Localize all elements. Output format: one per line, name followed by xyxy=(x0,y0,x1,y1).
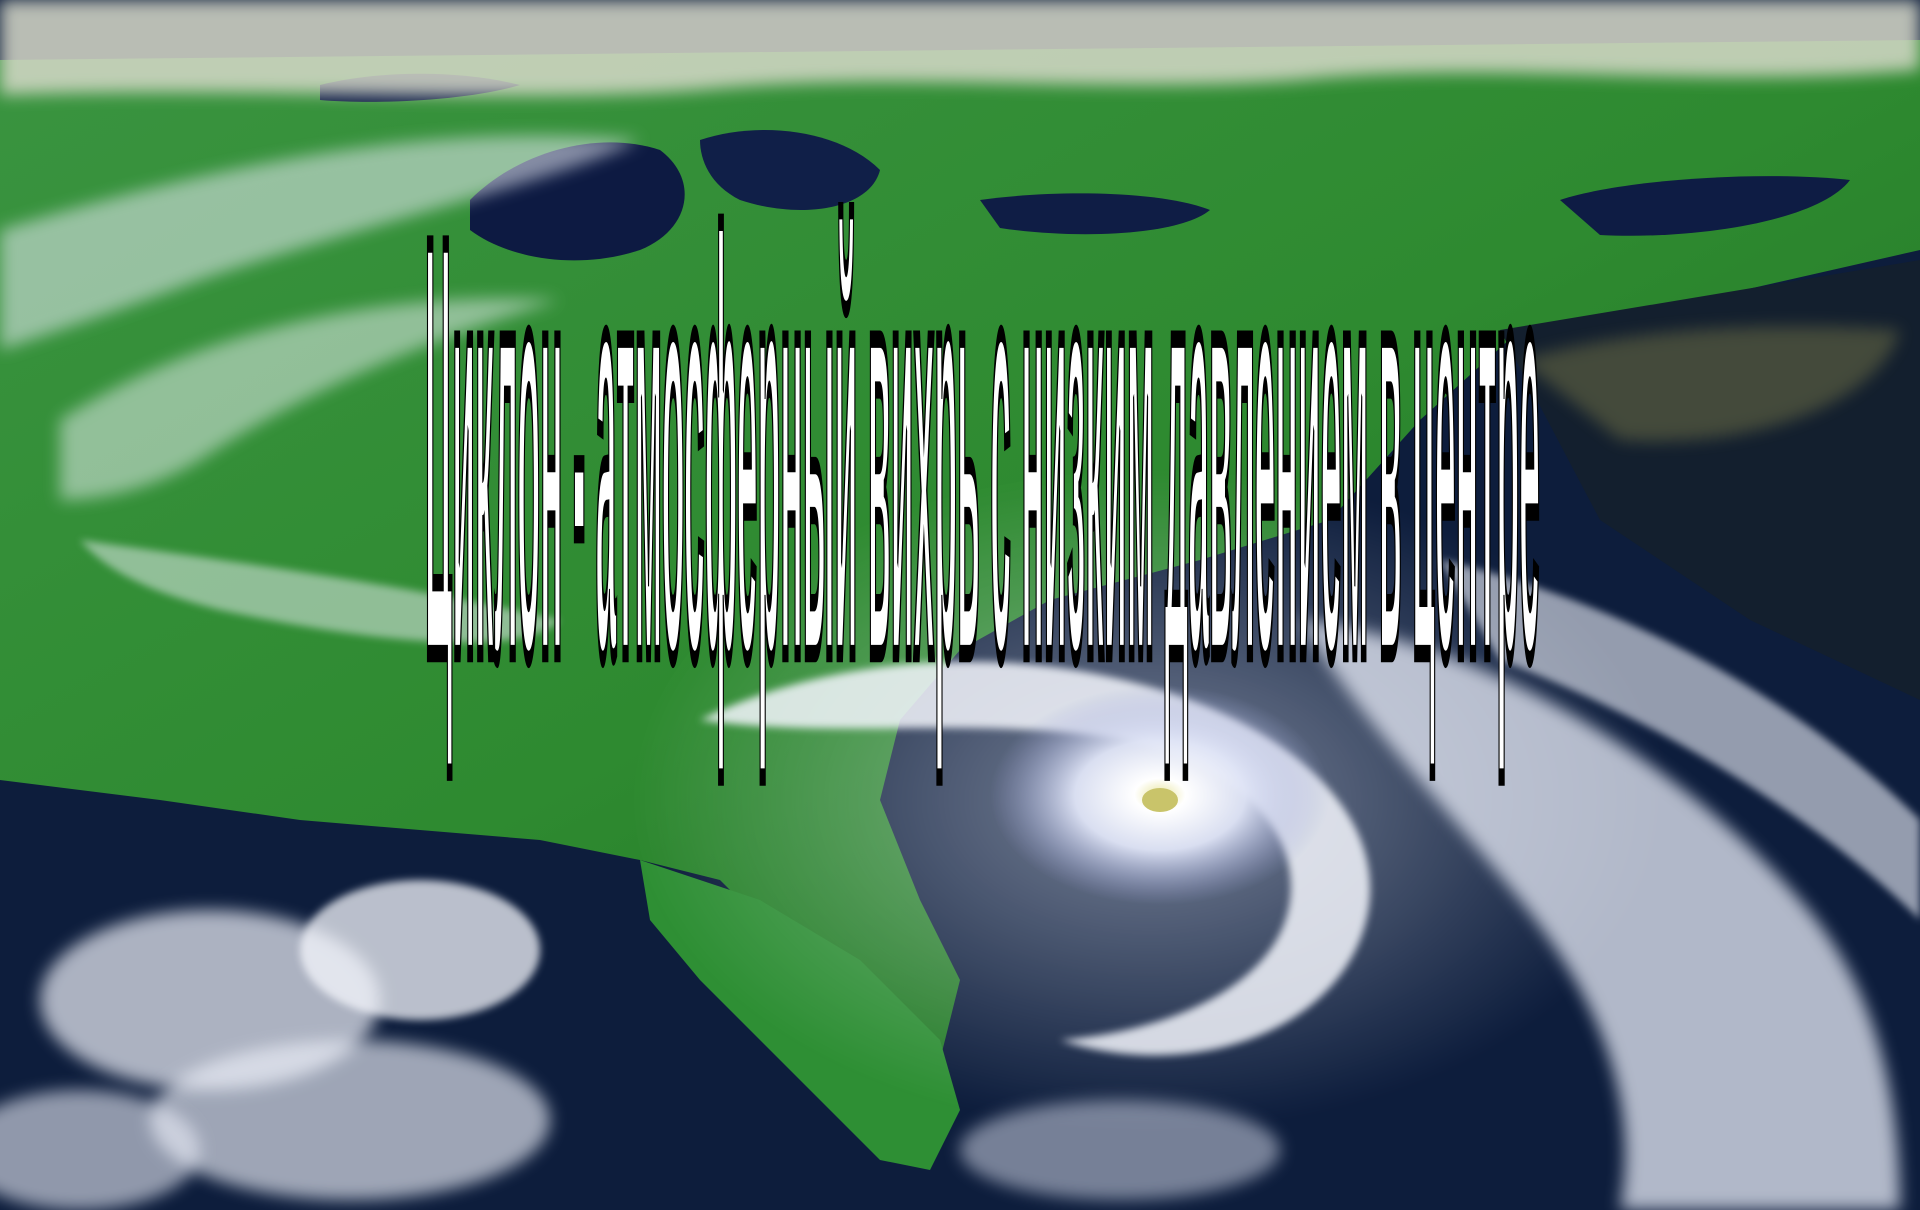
title-area: Циклон - атмосферный вихрь с низким давл… xyxy=(424,132,1540,791)
slide-title: Циклон - атмосферный вихрь с низким давл… xyxy=(424,132,1540,791)
